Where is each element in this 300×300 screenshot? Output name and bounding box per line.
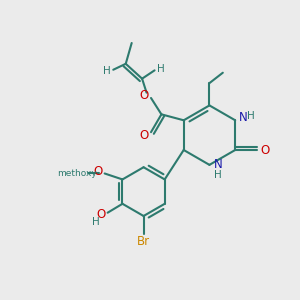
Text: O: O xyxy=(96,208,106,221)
Text: O: O xyxy=(140,129,149,142)
Text: H: H xyxy=(103,66,111,76)
Text: O: O xyxy=(93,165,102,178)
Text: N: N xyxy=(213,158,222,171)
Text: O: O xyxy=(139,88,148,101)
Text: H: H xyxy=(214,170,222,180)
Text: H: H xyxy=(247,111,254,121)
Text: H: H xyxy=(92,217,100,227)
Text: Br: Br xyxy=(137,235,150,248)
Text: N: N xyxy=(239,111,248,124)
Text: O: O xyxy=(260,143,269,157)
Text: methoxy: methoxy xyxy=(57,169,97,178)
Text: H: H xyxy=(157,64,164,74)
